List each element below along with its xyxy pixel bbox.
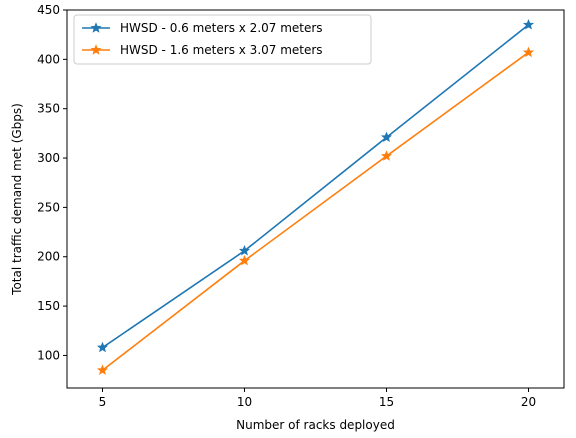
y-tick-label: 150 — [37, 299, 60, 313]
legend-box — [73, 14, 372, 65]
series-2-point — [522, 46, 535, 58]
y-tick-label: 450 — [37, 3, 60, 17]
series-2 — [96, 46, 535, 375]
y-axis-label: Total traffic demand met (Gbps) — [10, 103, 24, 296]
series-2-point — [96, 364, 109, 375]
y-tick-label: 300 — [37, 151, 60, 165]
series-1-point — [380, 131, 393, 143]
x-tick-label: 15 — [379, 395, 394, 409]
series-1-point — [96, 341, 109, 353]
series-2-point — [380, 150, 393, 161]
series-2-point — [238, 254, 251, 266]
axis-layer: 5 10 15 20 100 150 200 250 300 350 400 450 — [37, 3, 565, 409]
legend-item-2: HWSD - 1.6 meters x 3.07 meters — [82, 43, 323, 57]
y-tick-label: 100 — [37, 348, 60, 362]
legend-swatch-marker — [90, 44, 102, 55]
x-tick-label: 10 — [237, 395, 252, 409]
series-1-point — [238, 245, 251, 256]
series-layer — [96, 18, 535, 375]
series-1-line — [102, 24, 529, 349]
y-tick-label: 200 — [37, 250, 60, 264]
x-axis-label: Number of racks deployed — [236, 418, 395, 432]
plot-frame — [66, 9, 565, 389]
y-tick-label: 350 — [37, 102, 60, 116]
x-tick-label: 5 — [99, 395, 107, 409]
series-1 — [96, 18, 535, 353]
y-tick-label: 400 — [37, 52, 60, 66]
legend: HWSD - 0.6 meters x 2.07 meters HWSD - 1.… — [73, 14, 372, 65]
series-1-point — [522, 18, 535, 30]
series-2-line — [102, 51, 529, 371]
legend-label: HWSD - 1.6 meters x 3.07 meters — [120, 43, 323, 57]
x-tick-label: 20 — [521, 395, 536, 409]
y-tick-label: 250 — [37, 200, 60, 214]
legend-swatch-marker — [90, 22, 102, 33]
legend-item-1: HWSD - 0.6 meters x 2.07 meters — [82, 21, 323, 35]
legend-label: HWSD - 0.6 meters x 2.07 meters — [120, 21, 323, 35]
